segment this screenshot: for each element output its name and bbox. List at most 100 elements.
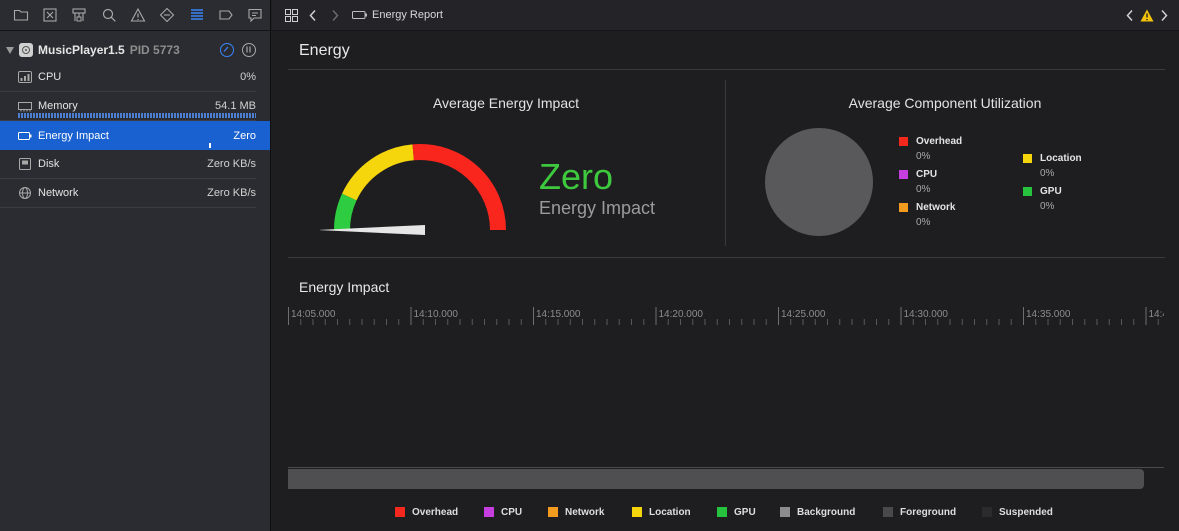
grid-icon[interactable]: [280, 4, 302, 26]
timeline-tick-label: 14:30.000: [903, 309, 949, 320]
debug-navigator-icon[interactable]: [182, 0, 211, 31]
timeline-tick-label: 14:25.000: [781, 309, 826, 320]
navigator-toolbar: [0, 0, 270, 31]
legend-swatch: [982, 507, 992, 517]
gauge-value: Zero KB/s: [207, 187, 256, 199]
legend-label: CPU: [501, 507, 523, 518]
breadcrumb-energy-report[interactable]: Energy Report: [372, 9, 443, 21]
gauge-segment-red: [412, 144, 506, 231]
component-value: 0%: [916, 184, 931, 195]
component-name: GPU: [1040, 186, 1062, 197]
process-name: MusicPlayer1.5: [38, 43, 125, 57]
component-name: Overhead: [916, 136, 963, 147]
timeline-tick-label: 14:4: [1148, 309, 1165, 320]
battery-icon: [352, 10, 368, 20]
ruler-ticks: [288, 307, 1159, 325]
legend-swatch: [780, 507, 790, 517]
gauge-needle: [320, 225, 425, 235]
gauge-label: Energy Impact: [38, 129, 109, 142]
gauge-memory[interactable]: Memory 54.1 MB: [0, 92, 256, 121]
energy-level-tick: [209, 143, 211, 148]
timeline-ruler[interactable]: 14:05.000 14:10.000 14:15.000 14:20.000 14:2…: [288, 305, 1164, 331]
hierarchy-icon[interactable]: [65, 0, 94, 31]
gauge-label: Network: [38, 187, 79, 199]
jump-bar: Energy Report: [272, 0, 1179, 31]
legend-swatch: [899, 170, 908, 179]
component-value: 0%: [916, 217, 931, 228]
previous-issue-chevron-icon[interactable]: [1123, 5, 1137, 27]
legend-swatch: [899, 203, 908, 212]
legend-swatch: [1023, 154, 1032, 163]
gauge-label: Disk: [38, 158, 60, 170]
legend-swatch: [717, 507, 727, 517]
memory-usage-bar: [18, 113, 256, 118]
disk-icon: [18, 158, 32, 170]
legend-swatch: [899, 137, 908, 146]
gauge-value: 54.1 MB: [215, 100, 256, 112]
folder-icon[interactable]: [6, 0, 35, 31]
process-row[interactable]: MusicPlayer1.5 PID 5773: [0, 37, 270, 63]
component-name: Location: [1040, 153, 1082, 164]
breakpoint-icon[interactable]: [211, 0, 240, 31]
disclosure-triangle-icon[interactable]: [6, 46, 14, 54]
warning-icon[interactable]: [1139, 5, 1155, 27]
memory-gauge-icon: [18, 100, 32, 112]
gauge-label: Memory: [38, 100, 78, 112]
legend-label: Background: [797, 507, 856, 518]
legend-swatch: [395, 507, 405, 517]
panel-separator: [725, 80, 726, 246]
legend-label: GPU: [734, 507, 756, 518]
page-title: Energy: [299, 42, 350, 59]
test-icon[interactable]: [153, 0, 182, 31]
debug-navigator: MusicPlayer1.5 PID 5773 CPU 0% Memory 54…: [0, 0, 271, 531]
energy-impact-gauge: [320, 144, 506, 235]
component-name: Network: [916, 202, 956, 213]
gauge-disk[interactable]: Disk Zero KB/s: [0, 150, 256, 179]
timeline-scrollbar[interactable]: [288, 469, 1144, 489]
gauge-value: Zero KB/s: [207, 158, 256, 170]
legend-label: Foreground: [900, 507, 957, 518]
thread-icon[interactable]: [242, 43, 256, 57]
next-issue-chevron-icon[interactable]: [1157, 5, 1171, 27]
debug-gauge-icon[interactable]: [220, 43, 234, 57]
warning-icon[interactable]: [123, 0, 152, 31]
app-icon: [19, 43, 33, 57]
search-icon[interactable]: [94, 0, 123, 31]
legend-swatch: [484, 507, 494, 517]
gauge-network[interactable]: Network Zero KB/s: [0, 179, 256, 208]
back-chevron-icon[interactable]: [302, 4, 324, 26]
timeline-tick-label: 14:15.000: [536, 309, 581, 320]
timeline-tick-label: 14:10.000: [413, 309, 459, 320]
energy-impact-timeline-chart[interactable]: [288, 330, 1164, 468]
forward-chevron-icon[interactable]: [324, 4, 346, 26]
component-value: 0%: [916, 151, 931, 162]
gauge-segment-green: [333, 193, 357, 231]
timeline-tick-label: 14:05.000: [291, 309, 336, 320]
legend-label: Suspended: [999, 507, 1053, 518]
timeline-tick-label: 14:20.000: [658, 309, 704, 320]
gauge-segment-yellow: [342, 144, 415, 201]
gauge-value: 0%: [240, 71, 256, 83]
legend-label: Network: [565, 507, 605, 518]
gauge-label: CPU: [38, 71, 62, 83]
legend-label: Overhead: [412, 507, 459, 518]
source-control-icon[interactable]: [35, 0, 64, 31]
legend-swatch: [883, 507, 893, 517]
report-icon[interactable]: [241, 0, 270, 31]
average-energy-impact-title: Average Energy Impact: [432, 95, 580, 111]
battery-icon: [18, 130, 32, 142]
component-name: CPU: [916, 169, 938, 180]
energy-impact-value: Zero: [539, 156, 614, 197]
gauge-cpu[interactable]: CPU 0%: [0, 63, 256, 92]
average-component-utilization-title: Average Component Utilization: [848, 95, 1042, 111]
gauge-value: Zero: [233, 129, 256, 142]
component-utilization-pie: [765, 128, 873, 236]
divider: [288, 69, 1165, 70]
energy-impact-timeline-title: Energy Impact: [299, 279, 390, 295]
energy-report-pane: Energy Report Energy Average Energy Impa…: [272, 0, 1179, 531]
legend-label: Location: [649, 507, 691, 518]
globe-icon: [18, 187, 32, 199]
legend-swatch: [1023, 187, 1032, 196]
cpu-gauge-icon: [18, 71, 32, 83]
gauge-energy-impact[interactable]: Energy Impact Zero: [0, 121, 270, 150]
